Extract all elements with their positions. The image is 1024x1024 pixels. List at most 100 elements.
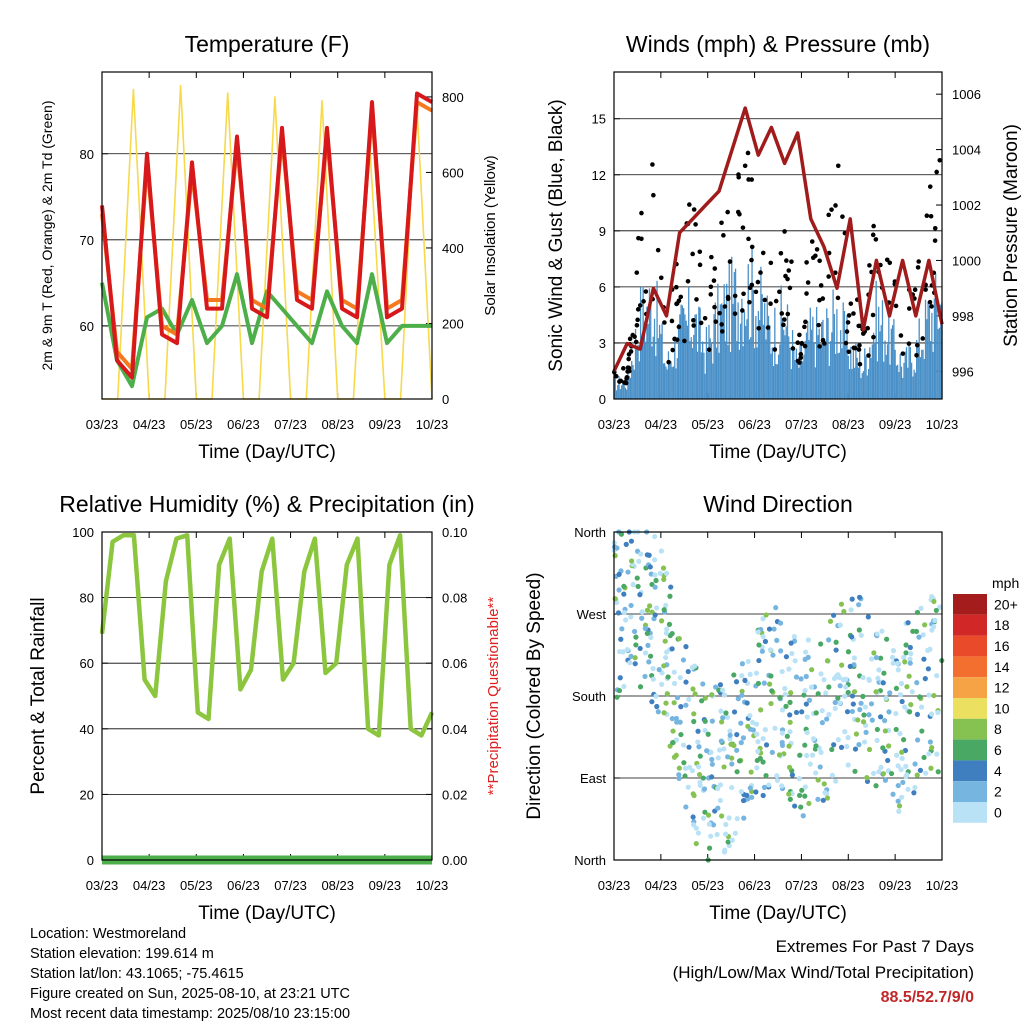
direction-point <box>805 654 811 661</box>
gust-point <box>722 304 728 309</box>
x-tick-label: 05/23 <box>180 417 213 432</box>
gust-point <box>817 344 822 349</box>
gust-point <box>719 329 725 334</box>
gust-point <box>846 313 852 318</box>
gust-point <box>643 289 649 294</box>
legend-label: 16 <box>994 638 1010 654</box>
direction-point <box>770 652 776 658</box>
direction-point <box>661 663 667 669</box>
y-tick-label: 80 <box>80 591 94 606</box>
gust-point <box>915 265 921 270</box>
direction-point <box>762 727 768 733</box>
gust-point <box>711 278 717 283</box>
direction-point <box>878 764 884 770</box>
direction-point <box>882 728 888 734</box>
direction-point <box>800 813 806 819</box>
gust-point <box>740 308 745 313</box>
direction-point <box>754 757 760 764</box>
x-tick-label: 07/23 <box>274 878 307 893</box>
y2-tick-label: 0.06 <box>442 656 467 671</box>
direction-point <box>774 637 780 643</box>
direction-point <box>632 655 638 661</box>
direction-point <box>677 719 683 725</box>
direction-point <box>766 782 772 788</box>
direction-point <box>676 635 682 642</box>
gust-point <box>804 291 809 296</box>
speed-legend: mph 20+ 18 16 14 12 10 8 6 4 2 0 <box>953 575 1019 823</box>
direction-point <box>761 784 768 790</box>
direction-point <box>871 650 877 656</box>
direction-point <box>709 761 715 767</box>
gust-point <box>690 251 695 257</box>
direction-point <box>726 815 732 821</box>
gust-point <box>851 311 856 316</box>
gust-point <box>900 351 906 356</box>
chart-title: Temperature (F) <box>185 31 350 57</box>
direction-point <box>900 779 906 785</box>
x-tick-label: 03/23 <box>86 878 119 893</box>
gust-point <box>708 292 714 297</box>
direction-point <box>779 707 786 713</box>
gust-point <box>639 210 644 216</box>
direction-point <box>667 593 673 599</box>
direction-point <box>616 571 622 577</box>
direction-point <box>877 714 884 720</box>
x-tick-label: 08/23 <box>321 878 354 893</box>
direction-point <box>673 715 679 722</box>
direction-point <box>709 692 715 698</box>
gust-point <box>669 318 675 324</box>
gust-point <box>870 312 876 318</box>
direction-point <box>821 781 827 787</box>
direction-point <box>663 630 670 636</box>
direction-point <box>760 634 766 640</box>
direction-point <box>760 792 766 799</box>
direction-point <box>741 815 747 821</box>
direction-point <box>826 684 832 690</box>
gust-point <box>719 322 724 327</box>
direction-point <box>844 709 851 715</box>
direction-point <box>857 707 863 713</box>
direction-point <box>861 712 867 718</box>
x-tick-label: 06/23 <box>227 878 260 893</box>
direction-point <box>896 808 902 814</box>
gust-point <box>772 347 778 352</box>
gust-point <box>749 282 755 288</box>
direction-point <box>723 821 729 828</box>
gust-point <box>691 207 697 212</box>
direction-point <box>749 794 755 800</box>
direction-point <box>618 636 624 642</box>
direction-point <box>655 709 661 715</box>
direction-point <box>681 760 687 766</box>
direction-point <box>720 715 726 721</box>
y2-tick-label: 1000 <box>952 253 981 268</box>
plot-frame <box>101 531 433 861</box>
y2-axis-label: Station Pressure (Maroon) <box>1001 124 1022 347</box>
gust-point <box>676 298 682 304</box>
direction-point <box>727 732 733 738</box>
direction-point <box>833 778 839 784</box>
direction-point <box>901 654 907 660</box>
direction-point <box>733 679 740 685</box>
direction-point <box>829 746 835 753</box>
direction-point <box>719 813 725 819</box>
direction-point <box>725 839 731 845</box>
direction-point <box>671 700 677 706</box>
gust-point <box>873 237 879 242</box>
direction-point <box>767 681 773 687</box>
direction-point <box>683 644 689 650</box>
pressure-line <box>612 106 944 373</box>
direction-point <box>683 679 689 685</box>
x-axis-label: Time (Day/UTC) <box>709 442 847 463</box>
direction-point <box>862 704 868 710</box>
gust-point <box>856 347 862 352</box>
direction-point <box>829 772 835 778</box>
station-elevation: Station elevation: 199.614 m <box>30 946 214 962</box>
gust-point <box>658 275 664 281</box>
direction-point <box>647 564 653 570</box>
y2-tick-label: 0.10 <box>442 525 467 540</box>
y-tick-label: 100 <box>72 525 94 540</box>
direction-point <box>754 731 760 737</box>
direction-point <box>658 548 664 554</box>
direction-point <box>847 663 853 670</box>
gust-point <box>845 320 851 325</box>
